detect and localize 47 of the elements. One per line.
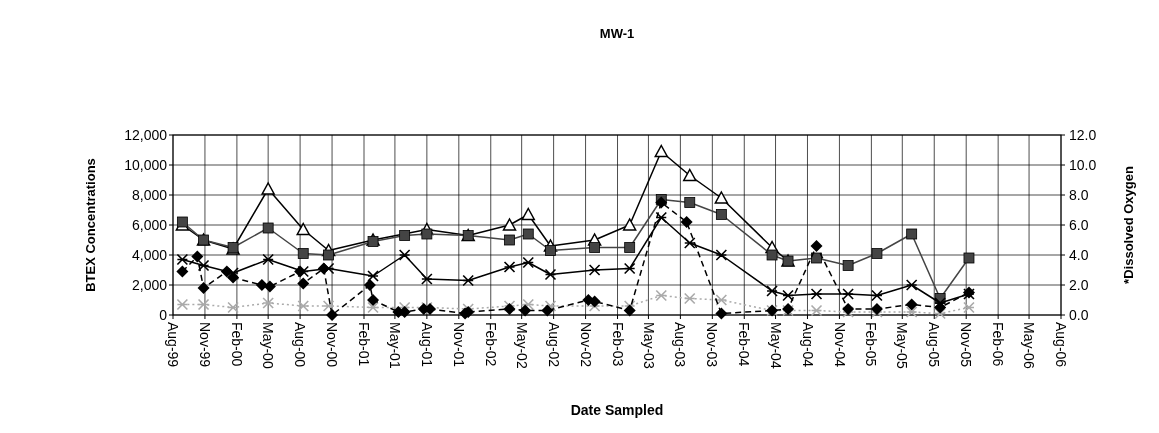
x-tick-label: Aug-03 [672,322,689,368]
y2-axis-title: *Dissolved Oxygen [1121,166,1136,284]
y2-tick-label: 0.0 [1069,306,1089,323]
x-tick-label: Nov-00 [324,322,341,368]
y-axis-title: BTEX Concentrations [83,158,98,292]
x-tick-label: Feb-05 [863,322,880,367]
x-tick-label: Feb-02 [482,322,499,367]
x-tick-label: Nov-02 [577,322,594,368]
y2-tick-label: 10.0 [1069,156,1097,173]
y2-tick-label: 6.0 [1069,216,1089,233]
x-tick-label: Nov-01 [450,322,467,368]
x-tick-label: Aug-00 [292,322,309,368]
y-tick-label: 8,000 [131,186,168,203]
x-tick-label: May-05 [894,322,911,369]
x-tick-label: Nov-04 [831,322,848,368]
x-tick-label: Aug-06 [1053,322,1070,368]
x-tick-label: Nov-03 [704,322,721,368]
y2-tick-label: 12.0 [1069,126,1097,143]
y-tick-label: 6,000 [131,216,168,233]
y-tick-label: 0 [159,306,168,323]
x-tick-label: Aug-01 [418,322,435,368]
chart-title: MW-1 [599,26,635,41]
x-tick-label: May-02 [513,322,530,369]
x-tick-label: May-01 [387,322,404,369]
x-tick-label: Aug-05 [926,322,943,368]
y-tick-label: 10,000 [124,156,168,173]
x-tick-label: May-03 [640,322,657,369]
x-tick-label: May-06 [1021,322,1038,369]
x-tick-label: May-04 [767,322,784,369]
x-tick-label: May-00 [260,322,277,369]
x-tick-label: Aug-02 [545,322,562,368]
x-tick-label: Nov-05 [958,322,975,368]
y-tick-label: 12,000 [124,126,168,143]
x-tick-label: Aug-99 [165,322,182,368]
x-axis-title: Date Sampled [570,402,664,418]
y-tick-label: 2,000 [131,276,168,293]
x-tick-label: Aug-04 [799,322,816,368]
x-tick-label: Feb-06 [990,322,1007,367]
y2-tick-label: 8.0 [1069,186,1089,203]
y2-tick-label: 4.0 [1069,246,1089,263]
x-tick-label: Feb-00 [229,322,245,367]
y-tick-label: 4,000 [131,246,168,263]
x-tick-label: Feb-03 [609,322,626,367]
x-tick-label: Feb-01 [356,322,373,367]
x-tick-label: Feb-04 [736,322,753,367]
x-tick-label: Nov-99 [197,322,214,368]
y2-tick-label: 2.0 [1069,276,1089,293]
